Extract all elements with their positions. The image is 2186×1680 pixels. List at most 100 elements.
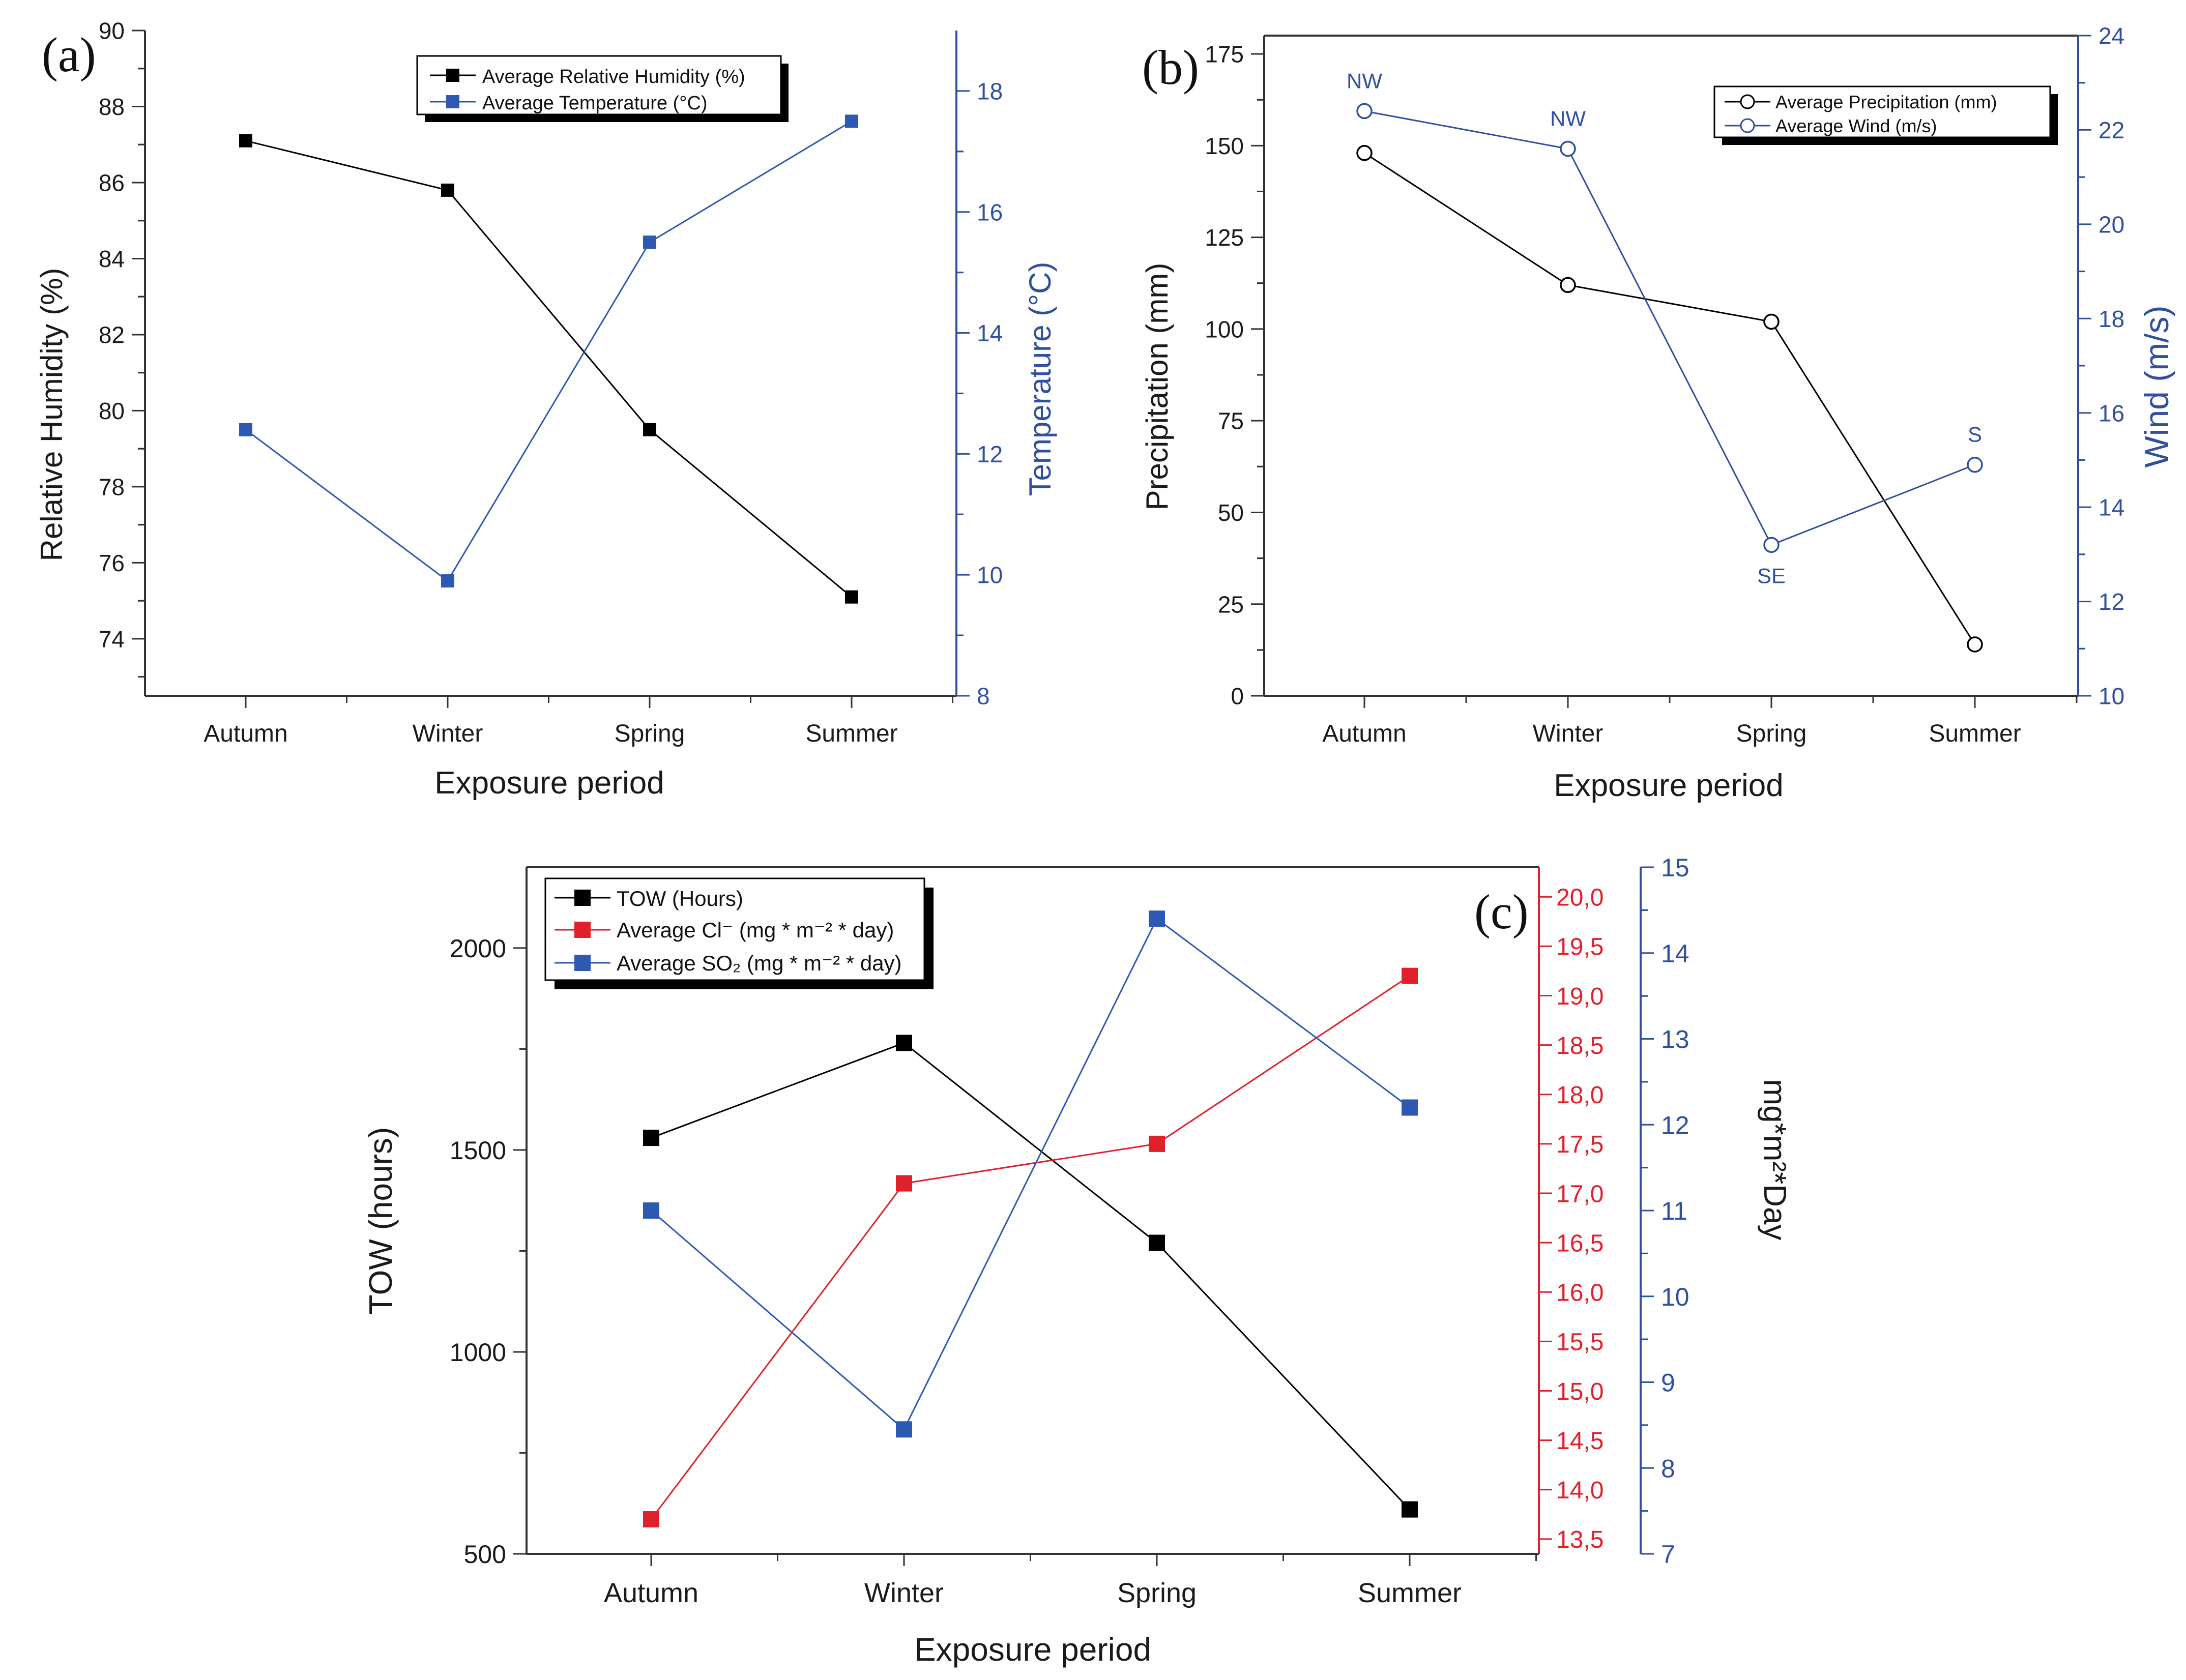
panel-b-legend: Average Precipitation (mm) Average Wind … xyxy=(1713,85,2058,145)
panel-b-wind-point xyxy=(1560,140,1576,157)
panel-a-humidity-point xyxy=(441,183,454,197)
panel-c-legend-marker-chloride xyxy=(574,922,591,938)
panel-c-chloride-axis-tick-label: 17,5 xyxy=(1556,1131,1604,1158)
panel-a-x-tick-label: Summer xyxy=(805,720,897,747)
panel-c-chloride-point xyxy=(643,1511,659,1528)
panel-c-chloride-axis-tick-label: 19,0 xyxy=(1556,983,1604,1010)
panel-c-so2-axis-tick-label: 7 xyxy=(1661,1540,1675,1569)
panel-a-x-tick-label: Spring xyxy=(615,720,685,747)
panel-c-chloride-axis-tick-label: 16,5 xyxy=(1556,1230,1604,1257)
panel-a-temperature-point xyxy=(441,574,454,588)
panel-a-legend-label-temperature: Average Temperature (°C) xyxy=(482,93,708,114)
panel-a-temperature-point xyxy=(845,114,858,128)
panel-c-chloride-axis-tick-label: 18,5 xyxy=(1556,1033,1604,1059)
panel-a-right-axis-title: Temperature (°C) xyxy=(1023,262,1057,496)
panel-a-chart: (a) Exposure period Relative Humidity (%… xyxy=(35,18,1057,801)
panel-c-x-tick-label: Autumn xyxy=(604,1578,698,1608)
panel-b-right-tick-label: 12 xyxy=(2098,588,2124,615)
panel-b-x-tick-label: Spring xyxy=(1736,720,1807,747)
panel-c-axes: Autumn Winter Spring Summer 500 1000 1500 2000 1… xyxy=(450,853,1689,1608)
panel-b-precipitation-point xyxy=(1356,145,1373,161)
panel-c-so2-axis-tick-label: 9 xyxy=(1661,1369,1675,1397)
panel-b-legend-box xyxy=(1713,85,2051,138)
panel-a-left-tick-label: 74 xyxy=(99,626,125,652)
panel-a-right-tick-label: 14 xyxy=(977,320,1003,346)
panel-a-humidity-point xyxy=(845,590,858,604)
panel-c-x-tick-label: Spring xyxy=(1117,1578,1197,1608)
panel-c-chloride-point xyxy=(1149,1135,1165,1152)
panel-c-so2-axis-tick-label: 14 xyxy=(1661,939,1689,968)
panel-b-wind-direction-label: S xyxy=(1968,423,1982,447)
panel-b-wind-direction-label: NW xyxy=(1550,107,1586,131)
panel-b-left-tick-label: 75 xyxy=(1218,408,1244,434)
panel-c-data-marks xyxy=(643,910,1418,1528)
panel-b-wind-point xyxy=(1356,103,1373,120)
panel-c-legend-label-chloride: Average Cl⁻ (mg * m⁻² * day) xyxy=(617,918,894,942)
panel-a-temperature-point xyxy=(643,235,656,249)
panel-c-chloride-axis-tick-label: 19,5 xyxy=(1556,934,1604,961)
panel-b-left-tick-label: 50 xyxy=(1218,499,1244,526)
panel-c-so2-point xyxy=(1149,910,1165,927)
panel-b-precipitation-point xyxy=(1763,313,1780,330)
panel-c-legend: TOW (Hours) Average Cl⁻ (mg * m⁻² * day)… xyxy=(544,877,934,989)
panel-c-legend-label-tow: TOW (Hours) xyxy=(617,887,743,910)
panel-a-humidity-line xyxy=(245,140,852,598)
panel-b-wind-point xyxy=(1967,456,1983,473)
panel-a-x-tick-label: Winter xyxy=(413,720,483,747)
panel-b-left-tick-label: 150 xyxy=(1205,133,1244,159)
panel-a-temperature-line xyxy=(245,121,852,582)
panel-b-right-tick-label: 10 xyxy=(2098,683,2124,710)
panel-c-tow-line xyxy=(651,1042,1411,1510)
panel-c-left-axis-title: TOW (hours) xyxy=(362,1127,399,1315)
panel-a-right-tick-label: 8 xyxy=(977,683,990,710)
panel-c-chloride-axis-tick-label: 14,0 xyxy=(1556,1477,1604,1504)
panel-a-right-tick-label: 18 xyxy=(977,78,1003,104)
panel-c-chloride-point xyxy=(1402,967,1418,984)
panel-b-right-axis-title: Wind (m/s) xyxy=(2138,306,2175,468)
panel-c-right-axis-title: mg*m²*Day xyxy=(1757,1079,1792,1241)
panel-c-chloride-axis-tick-label: 13,5 xyxy=(1556,1526,1604,1553)
panel-b-right-tick-label: 16 xyxy=(2098,400,2124,426)
panel-a-left-tick-label: 76 xyxy=(99,550,125,576)
panel-c-tow-point xyxy=(643,1130,659,1146)
panel-a-temperature-point xyxy=(239,423,252,436)
panel-c-so2-axis-tick-label: 10 xyxy=(1661,1283,1689,1311)
panel-b-left-tick-label: 125 xyxy=(1205,224,1244,251)
panel-b-letter: (b) xyxy=(1142,40,1199,95)
panel-a-data-marks xyxy=(239,114,858,604)
panel-a-x-tick-label: Autumn xyxy=(203,720,287,747)
panel-a-left-tick-label: 80 xyxy=(99,398,125,424)
panel-c-so2-axis-tick-label: 15 xyxy=(1661,853,1689,882)
panel-c-so2-axis-tick-label: 11 xyxy=(1661,1197,1687,1225)
panel-b-right-tick-label: 14 xyxy=(2098,494,2124,521)
panel-b-left-axis-title: Precipitation (mm) xyxy=(1140,263,1174,511)
panel-c-tow-point xyxy=(1149,1234,1165,1251)
panel-a-x-axis-title: Exposure period xyxy=(434,765,664,801)
panel-a-left-tick-label: 86 xyxy=(99,170,125,196)
panel-c-letter: (c) xyxy=(1474,885,1529,939)
panel-c-left-tick-label: 500 xyxy=(464,1540,506,1569)
panel-c-so2-axis-tick-label: 13 xyxy=(1661,1025,1689,1054)
panel-a-humidity-point xyxy=(239,134,252,148)
panel-a-left-tick-label: 82 xyxy=(99,322,125,348)
panel-a-legend-box xyxy=(416,55,782,115)
panel-a-left-tick-label: 88 xyxy=(99,94,125,120)
panel-b-x-axis-title: Exposure period xyxy=(1554,768,1784,803)
panel-a-humidity-point xyxy=(643,423,656,436)
panel-b-wind-point xyxy=(1763,537,1780,553)
panel-c-tow-point xyxy=(896,1035,912,1051)
panel-c-chart: (c) Exposure period TOW (hours) mg*m²*Da… xyxy=(362,853,1792,1668)
panel-c-left-tick-label: 1000 xyxy=(450,1338,506,1367)
panel-b-legend-label-precipitation: Average Precipitation (mm) xyxy=(1775,92,1997,112)
panel-a-left-tick-label: 78 xyxy=(99,474,125,500)
panel-c-so2-point xyxy=(643,1202,659,1219)
panel-c-legend-label-so2: Average SO₂ (mg * m⁻² * day) xyxy=(617,951,902,975)
panel-b-wind-direction-label: NW xyxy=(1347,69,1382,93)
panel-a-legend-marker-humidity xyxy=(446,69,459,82)
panel-c-chloride-point xyxy=(896,1175,912,1192)
panel-b-axes: Autumn Winter Spring Summer 0 25 50 75 100 125 150… xyxy=(1205,23,2124,747)
panel-b-legend-marker-precipitation xyxy=(1740,94,1755,109)
panel-c-tow-point xyxy=(1402,1501,1418,1518)
